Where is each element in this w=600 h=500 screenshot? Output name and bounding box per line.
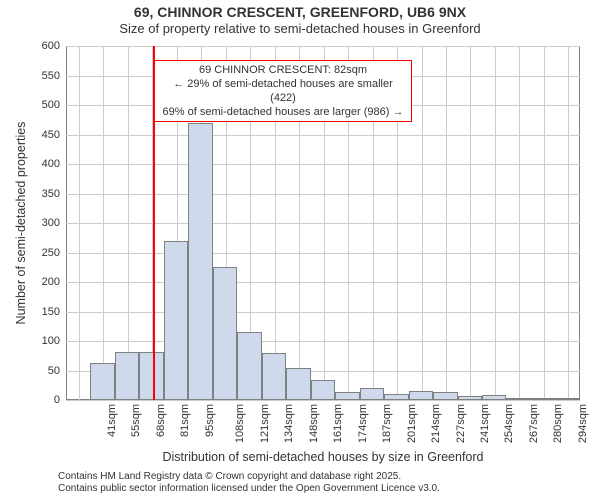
gridline-vertical <box>446 46 447 400</box>
histogram-bar <box>433 392 457 400</box>
page-subtitle: Size of property relative to semi-detach… <box>0 21 600 37</box>
ytick-label: 550 <box>42 70 66 82</box>
histogram-bar <box>555 398 579 400</box>
annotation-line-3: 69% of semi-detached houses are larger (… <box>161 105 405 119</box>
chart-container: 69, CHINNOR CRESCENT, GREENFORD, UB6 9NX… <box>0 0 600 500</box>
y-axis-label: Number of semi-detached properties <box>14 122 28 325</box>
x-axis-label: Distribution of semi-detached houses by … <box>66 450 580 464</box>
xtick-label: 121sqm <box>259 404 271 443</box>
xtick-label: 55sqm <box>130 404 142 437</box>
xtick-label: 174sqm <box>357 404 369 443</box>
histogram-bar <box>213 267 237 400</box>
gridline-vertical <box>128 46 129 400</box>
gridline-horizontal <box>66 400 580 401</box>
histogram-bar <box>384 394 408 400</box>
histogram-bar <box>164 241 188 400</box>
ytick-label: 600 <box>42 40 66 52</box>
annotation-line-1: 69 CHINNOR CRESCENT: 82sqm <box>161 63 405 77</box>
gridline-vertical <box>568 46 569 400</box>
annotation-box: 69 CHINNOR CRESCENT: 82sqm ← 29% of semi… <box>154 60 412 122</box>
xtick-label: 95sqm <box>204 404 216 437</box>
xtick-label: 187sqm <box>381 404 393 443</box>
xtick-label: 214sqm <box>430 404 442 443</box>
histogram-bar <box>262 353 286 400</box>
histogram-bar <box>311 380 335 400</box>
ytick-label: 450 <box>42 129 66 141</box>
xtick-label: 254sqm <box>504 404 516 443</box>
footer-attribution: Contains HM Land Registry data © Crown c… <box>58 471 440 494</box>
gridline-vertical <box>79 46 80 400</box>
histogram-bar <box>335 392 359 400</box>
gridline-vertical <box>544 46 545 400</box>
histogram-bar <box>90 363 114 400</box>
footer-line-1: Contains HM Land Registry data © Crown c… <box>58 471 440 483</box>
xtick-label: 41sqm <box>106 404 118 437</box>
gridline-vertical <box>495 46 496 400</box>
xtick-label: 280sqm <box>553 404 565 443</box>
xtick-label: 241sqm <box>479 404 491 443</box>
page-title: 69, CHINNOR CRESCENT, GREENFORD, UB6 9NX <box>0 0 600 21</box>
ytick-label: 250 <box>42 247 66 259</box>
xtick-label: 227sqm <box>455 404 467 443</box>
histogram-bar <box>409 391 433 400</box>
ytick-label: 100 <box>42 335 66 347</box>
footer-line-2: Contains public sector information licen… <box>58 483 440 495</box>
ytick-label: 150 <box>42 306 66 318</box>
histogram-bar <box>531 398 555 400</box>
annotation-line-2: ← 29% of semi-detached houses are smalle… <box>161 77 405 105</box>
xtick-label: 68sqm <box>155 404 167 437</box>
xtick-label: 108sqm <box>234 404 246 443</box>
gridline-vertical <box>422 46 423 400</box>
ytick-label: 300 <box>42 217 66 229</box>
histogram-bar <box>139 352 163 400</box>
ytick-label: 0 <box>54 394 66 406</box>
histogram-bar <box>360 388 384 400</box>
xtick-label: 267sqm <box>528 404 540 443</box>
histogram-bar <box>482 395 506 400</box>
ytick-label: 50 <box>48 365 66 377</box>
xtick-label: 148sqm <box>308 404 320 443</box>
ytick-label: 350 <box>42 188 66 200</box>
ytick-label: 200 <box>42 276 66 288</box>
ytick-label: 400 <box>42 158 66 170</box>
histogram-bar <box>458 396 482 400</box>
xtick-label: 201sqm <box>406 404 418 443</box>
xtick-label: 81sqm <box>179 404 191 437</box>
histogram-bar <box>115 352 139 400</box>
xtick-label: 161sqm <box>332 404 344 443</box>
xtick-label: 294sqm <box>577 404 589 443</box>
histogram-bar <box>286 368 310 400</box>
gridline-vertical <box>103 46 104 400</box>
gridline-vertical <box>470 46 471 400</box>
histogram-bar <box>506 398 530 400</box>
gridline-vertical <box>519 46 520 400</box>
plot-area: 05010015020025030035040045050055060041sq… <box>66 46 580 400</box>
histogram-bar <box>188 123 212 400</box>
xtick-label: 134sqm <box>283 404 295 443</box>
ytick-label: 500 <box>42 99 66 111</box>
histogram-bar <box>237 332 261 400</box>
